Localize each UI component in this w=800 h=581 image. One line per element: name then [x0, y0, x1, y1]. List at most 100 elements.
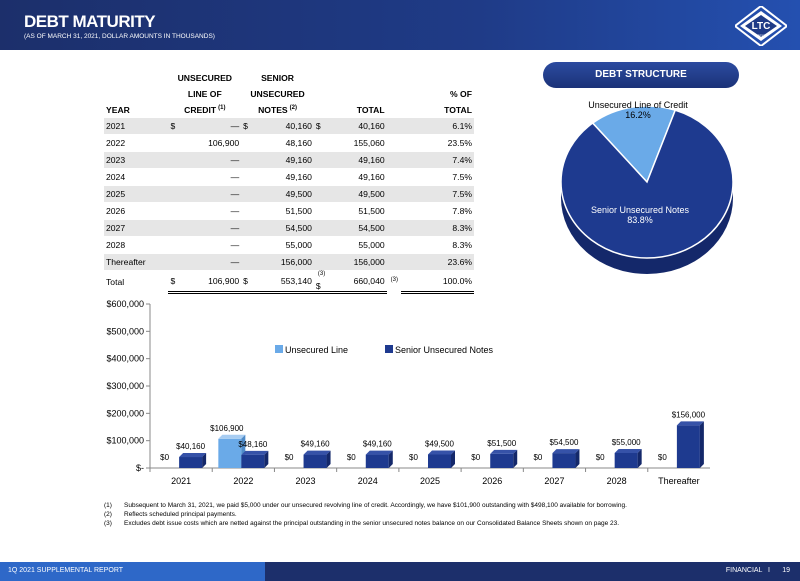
row-total-currency: [313, 253, 329, 271]
row-total-currency: [313, 219, 329, 237]
x-tick-label: 2023: [296, 476, 316, 486]
bar-senior-notes: [241, 454, 265, 468]
bar-top: [241, 450, 269, 455]
data-label-senior-notes: $48,160: [238, 440, 267, 449]
pie-label-senior-pct: 83.8%: [627, 215, 653, 225]
footnote-ref-2: (2): [289, 105, 298, 111]
row-notes-value: 156,000: [255, 253, 314, 271]
bar-side: [388, 450, 393, 468]
row-loc-value: —: [182, 118, 242, 135]
row-total-value: 40,160: [328, 118, 387, 135]
bar-senior-notes: [179, 457, 203, 468]
table-row: 2021 $ — $40,160 $40,160 6.1%: [104, 118, 474, 135]
row-notes-value: 51,500: [255, 202, 314, 220]
row-notes-currency: $: [241, 118, 256, 135]
footnote-ref-3a: (3): [317, 271, 326, 277]
col-loc-header-2: LINE OF: [187, 89, 222, 99]
row-loc-currency: [168, 236, 183, 254]
bar-top: [179, 453, 207, 458]
row-loc-currency: [168, 219, 183, 237]
row-notes-value: 49,160: [255, 168, 314, 186]
row-spacer: [386, 168, 402, 186]
footer-bar: 1Q 2021 SUPPLEMENTAL REPORT FINANCIAL I …: [0, 562, 800, 581]
row-loc-value: —: [182, 151, 242, 169]
x-tick-label: 2027: [544, 476, 564, 486]
row-year: 2021: [104, 118, 169, 135]
footnote-3: (3) Excludes debt issue costs which are n…: [104, 520, 620, 527]
data-label-unsecured-line: $0: [347, 453, 356, 462]
bar-top: [303, 450, 331, 455]
y-tick-label: $500,000: [106, 326, 144, 336]
row-year: Thereafter: [104, 253, 169, 271]
table-row: 2028 — 55,000 55,000 8.3%: [104, 236, 474, 254]
row-spacer: [386, 134, 402, 152]
total-notes-value: 553,140: [280, 276, 312, 286]
row-total-currency: [313, 202, 329, 220]
row-spacer: [386, 151, 402, 169]
data-label-unsecured-line: $106,900: [210, 424, 244, 433]
row-total-currency: [313, 185, 329, 203]
bar-senior-notes: [303, 454, 327, 468]
col-year-header: YEAR: [106, 105, 130, 115]
row-total-value: 49,160: [328, 168, 387, 186]
row-notes-currency: [241, 168, 256, 186]
row-total-currency: $: [313, 118, 329, 135]
row-pct: 7.4%: [401, 151, 474, 169]
data-label-senior-notes: $54,500: [549, 438, 578, 447]
pie-slice-senior-notes: [560, 109, 734, 259]
row-notes-value: 49,500: [255, 185, 314, 203]
row-notes-currency: [241, 134, 256, 152]
logo-subtext: REIT: [756, 33, 766, 38]
row-total-currency: [313, 168, 329, 186]
data-label-unsecured-line: $0: [596, 453, 605, 462]
pie-label-senior-name: Senior Unsecured Notes: [590, 205, 690, 215]
pie-slice-unsecured-line: [591, 105, 677, 184]
bar-senior-notes: [428, 454, 451, 468]
row-notes-currency: [241, 151, 256, 169]
row-total-value: 49,160: [328, 151, 387, 169]
bar-side: [513, 449, 518, 468]
data-label-unsecured-line: $0: [160, 453, 169, 462]
bar-top: [490, 449, 518, 454]
x-tick-label: Thereafter: [658, 476, 700, 486]
bar-senior-notes: [552, 453, 576, 468]
total-currency: $: [315, 281, 321, 291]
debt-structure-title: DEBT STRUCTURE: [543, 62, 739, 88]
legend-swatch-senior-notes: [385, 345, 393, 353]
page-title: DEBT MATURITY: [24, 12, 156, 31]
row-loc-currency: [168, 168, 183, 186]
debt-structure-pie: [560, 105, 734, 274]
bar-top: [218, 434, 246, 439]
footnote-ref-3b: (3): [390, 276, 398, 283]
total-pct: 100.0%: [401, 270, 474, 294]
table-total-row: Total $ 106,900 $ 553,140 (3) $ 660,040 …: [104, 270, 474, 294]
row-pct: 6.1%: [401, 118, 474, 135]
bar-side: [202, 453, 207, 468]
row-year: 2022: [104, 134, 169, 152]
total-loc-value: 106,900: [182, 270, 242, 294]
bar-top: [365, 450, 393, 455]
bar-side: [575, 449, 580, 468]
table-row: 2023 — 49,160 49,160 7.4%: [104, 151, 474, 169]
pie-label-unsecured-name: Unsecured Line of Credit: [588, 100, 688, 110]
x-tick-label: 2024: [358, 476, 378, 486]
table-row: 2026 — 51,500 51,500 7.8%: [104, 202, 474, 220]
x-tick-label: 2026: [482, 476, 502, 486]
y-tick-label: $100,000: [106, 436, 144, 446]
x-tick-label: 2022: [233, 476, 253, 486]
col-loc-header-3: CREDIT (1): [184, 105, 226, 115]
row-total-value: 51,500: [328, 202, 387, 220]
col-notes-header-1: SENIOR: [261, 73, 295, 83]
bar-side: [637, 448, 642, 468]
data-label-unsecured-line: $0: [285, 453, 294, 462]
bar-senior-notes: [676, 425, 700, 468]
pie-label-senior: Senior Unsecured Notes 83.8%: [580, 205, 700, 225]
y-tick-label: $-: [136, 463, 144, 473]
row-notes-currency: [241, 253, 256, 271]
bar-top: [552, 449, 580, 454]
table-row: 2022 106,900 48,160 155,060 23.5%: [104, 134, 474, 152]
footer-section: FINANCIAL I: [725, 567, 770, 574]
data-label-unsecured-line: $0: [471, 453, 480, 462]
bar-side: [699, 421, 704, 468]
row-notes-currency: [241, 236, 256, 254]
